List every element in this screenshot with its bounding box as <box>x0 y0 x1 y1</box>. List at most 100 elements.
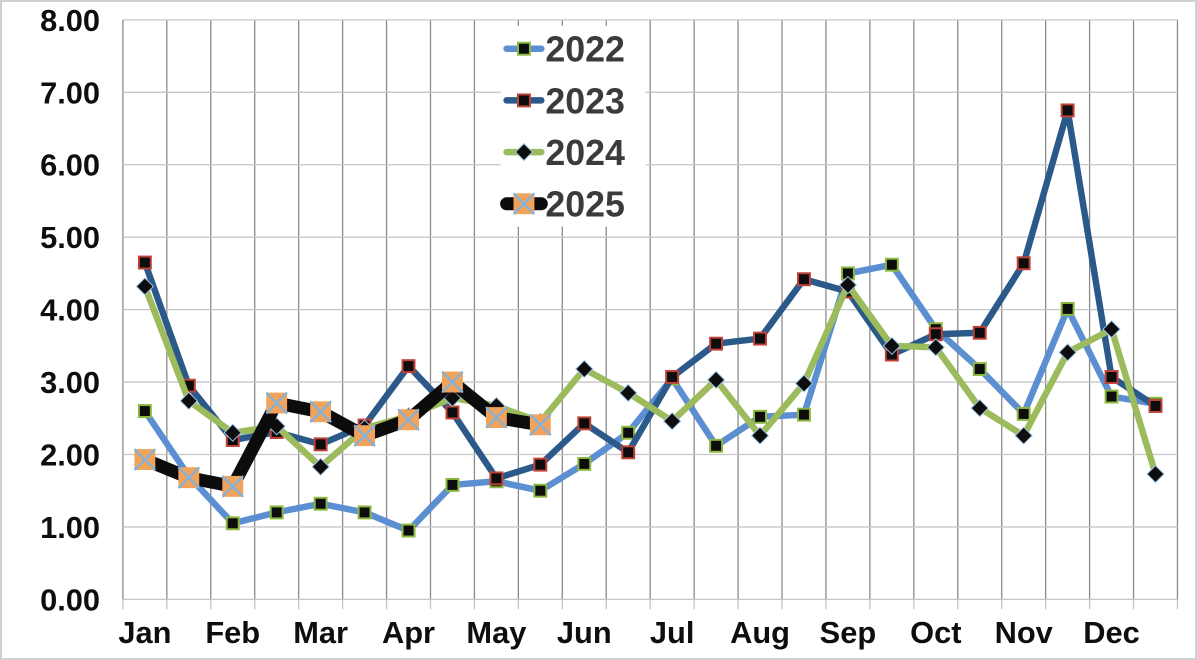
marker-x-stroke <box>441 370 464 394</box>
marker-2023[interactable] <box>1016 256 1031 271</box>
marker-2023[interactable] <box>621 445 636 460</box>
marker-2022[interactable] <box>753 409 767 424</box>
marker-2024[interactable] <box>619 383 638 403</box>
y-axis-tick-label: 4.00 <box>40 293 100 328</box>
y-axis-tick-label: 2.00 <box>40 437 100 472</box>
marker-2024[interactable] <box>750 426 770 445</box>
marker-2024[interactable] <box>135 277 155 296</box>
marker-2023[interactable] <box>972 325 987 340</box>
marker-2022[interactable] <box>313 496 328 511</box>
marker-2022[interactable] <box>1104 389 1119 404</box>
marker-2024[interactable] <box>1058 343 1077 362</box>
marker-2024[interactable] <box>838 275 858 295</box>
legend-background <box>500 25 646 227</box>
marker-x-stroke <box>265 391 288 415</box>
marker-2024[interactable] <box>1146 464 1165 484</box>
marker-2024[interactable] <box>706 370 726 390</box>
horizontal-gridlines <box>122 19 1178 601</box>
y-axis-tick-label: 3.00 <box>40 365 100 400</box>
x-axis-month-label: Oct <box>910 615 961 650</box>
x-axis-month-label: Dec <box>1083 615 1140 650</box>
marker-2023[interactable] <box>533 457 548 472</box>
marker-2024[interactable] <box>1102 320 1121 339</box>
marker-x-stroke <box>309 400 332 423</box>
marker-2024[interactable] <box>575 359 594 379</box>
legend-backdrop <box>500 25 646 227</box>
legend-label-2022[interactable]: 2022 <box>545 30 625 70</box>
series-plot-area[interactable] <box>133 103 1165 538</box>
legend-label-2024[interactable]: 2024 <box>545 133 625 173</box>
marker-2022[interactable] <box>621 425 636 440</box>
legend-entry-2023[interactable]: 2023 <box>503 81 625 121</box>
marker-2024[interactable] <box>663 412 682 431</box>
series-2025[interactable] <box>133 370 552 498</box>
marker-2023[interactable] <box>445 405 460 420</box>
x-axis-month-label: Aug <box>730 615 790 650</box>
legend-label-2023[interactable]: 2023 <box>545 81 625 121</box>
marker-2022[interactable] <box>445 477 460 492</box>
legend[interactable]: 2022 2023 2024 2025 <box>500 30 625 225</box>
marker-2023[interactable] <box>1148 399 1163 413</box>
legend-entry-2022[interactable]: 2022 <box>503 30 625 70</box>
marker-2023[interactable] <box>401 359 416 374</box>
marker-2024[interactable] <box>311 457 330 476</box>
series-line-2023[interactable] <box>141 107 1159 482</box>
y-axis-tick-label: 7.00 <box>40 75 100 110</box>
x-axis-month-label: May <box>466 615 526 650</box>
x-axis-month-label: Jun <box>557 615 612 650</box>
marker-2022[interactable] <box>137 404 152 418</box>
marker-2024[interactable] <box>882 336 902 355</box>
marker-2023[interactable] <box>137 255 152 270</box>
y-axis-tick-label: 6.00 <box>40 148 100 183</box>
x-axis-month-label: Jul <box>650 615 695 650</box>
x-axis-month-label: Feb <box>205 615 260 650</box>
marker-2022[interactable] <box>401 523 416 538</box>
marker-x-stroke <box>512 192 536 215</box>
marker-2022[interactable] <box>1060 301 1075 316</box>
marker-2023[interactable] <box>1060 103 1075 118</box>
legend-entry-2024[interactable]: 2024 <box>503 133 625 173</box>
marker-2023[interactable] <box>665 370 680 384</box>
marker-2022[interactable] <box>972 362 987 376</box>
y-axis-labels: 0.00 1.00 2.00 3.00 4.00 5.00 6.00 7.00 8.00 <box>40 3 100 617</box>
marker-2022[interactable] <box>225 516 240 531</box>
marker-2022[interactable] <box>1016 406 1031 421</box>
series-line-2025[interactable] <box>138 375 547 493</box>
x-axis-month-label: Mar <box>293 615 348 650</box>
marker-2022[interactable] <box>516 41 531 56</box>
marker-2022[interactable] <box>357 505 372 520</box>
marker-2023[interactable] <box>753 331 767 346</box>
marker-2023[interactable] <box>1104 370 1119 384</box>
marker-2024[interactable] <box>794 374 814 393</box>
marker-x-stroke <box>397 408 420 431</box>
marker-2023[interactable] <box>516 93 531 108</box>
marker-2022[interactable] <box>269 505 284 520</box>
marker-2023[interactable] <box>709 336 724 351</box>
marker-2024[interactable] <box>1014 426 1033 445</box>
marker-x-stroke <box>221 475 244 498</box>
marker-2024[interactable] <box>223 423 242 442</box>
marker-2022[interactable] <box>884 257 899 272</box>
y-axis-tick-label: 1.00 <box>40 510 100 545</box>
marker-2024[interactable] <box>514 142 534 162</box>
x-axis-month-label: Apr <box>382 615 435 650</box>
marker-2022[interactable] <box>533 483 548 498</box>
marker-x-stroke <box>177 466 201 489</box>
series-2024[interactable] <box>135 275 1165 484</box>
marker-2023[interactable] <box>313 437 328 452</box>
marker-2022[interactable] <box>577 456 592 471</box>
marker-2023[interactable] <box>577 416 592 431</box>
marker-2023[interactable] <box>489 471 504 486</box>
marker-2022[interactable] <box>797 407 811 422</box>
marker-2022[interactable] <box>709 438 724 453</box>
legend-label-2025[interactable]: 2025 <box>545 185 625 225</box>
marker-2024[interactable] <box>179 391 198 411</box>
marker-x-stroke <box>133 448 157 471</box>
marker-2024[interactable] <box>970 398 989 418</box>
series-line-2024[interactable] <box>141 281 1159 478</box>
marker-2023[interactable] <box>797 272 811 287</box>
marker-2024[interactable] <box>926 338 945 357</box>
legend-entry-2025[interactable]: 2025 <box>500 185 625 225</box>
